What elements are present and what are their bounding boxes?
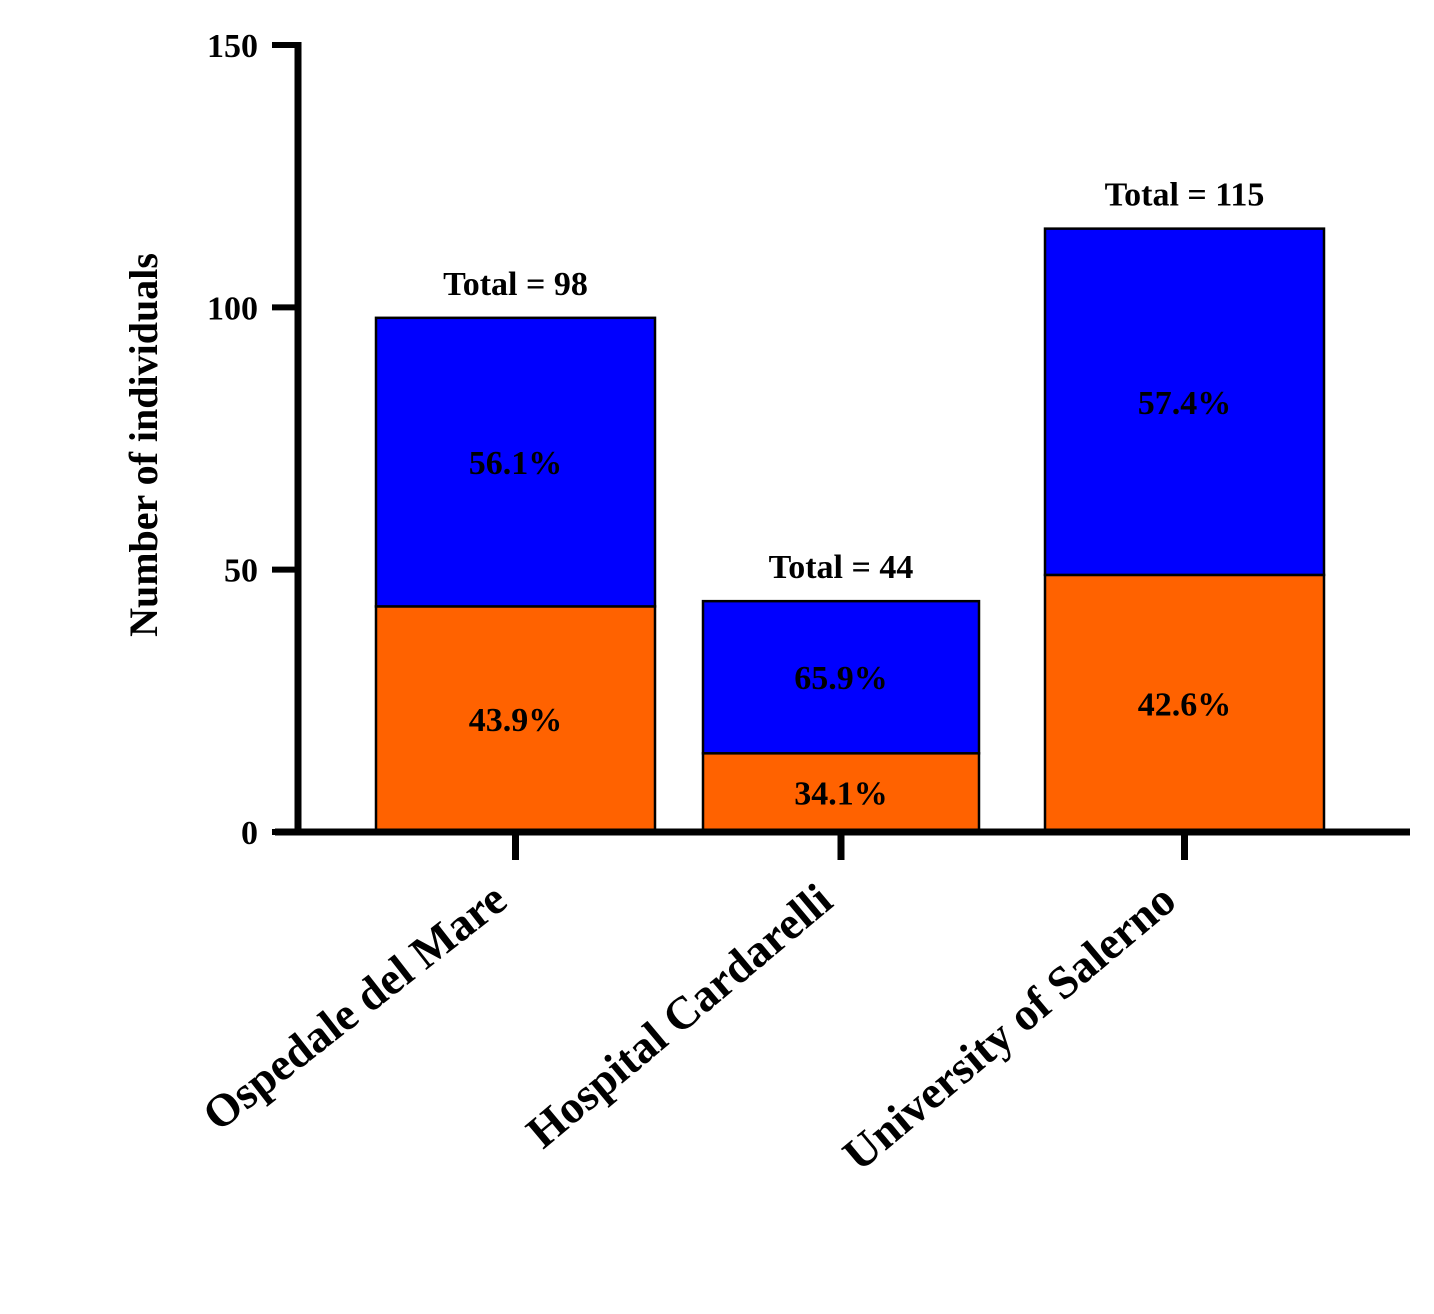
bars-layer: [374, 227, 1326, 834]
category-label-2: University of Salerno: [833, 874, 1185, 1181]
bar-segment-0-0: [374, 605, 657, 834]
total-label-2: Total = 115: [1105, 177, 1265, 214]
ticks-layer: [272, 42, 1188, 860]
total-label-0: Total = 98: [443, 266, 588, 303]
bar-segment-2-0: [1043, 573, 1326, 834]
y-tick-label-0: 0: [241, 815, 258, 852]
segment-label-1-0: 34.1%: [794, 776, 888, 813]
axes-layer: [275, 42, 1410, 836]
y-axis-title: Number of individuals: [121, 253, 166, 637]
segment-label-2-0: 42.6%: [1138, 686, 1232, 723]
segment-label-1-1: 65.9%: [794, 660, 888, 697]
total-label-1: Total = 44: [769, 549, 914, 586]
segment-label-0-1: 56.1%: [469, 445, 563, 482]
y-tick-label-150: 150: [207, 28, 258, 65]
segment-label-0-0: 43.9%: [469, 702, 563, 739]
segment-label-2-1: 57.4%: [1138, 385, 1232, 422]
y-tick-label-100: 100: [207, 290, 258, 327]
bar-segment-1-1: [701, 599, 981, 755]
y-tick-label-50: 50: [224, 553, 258, 590]
category-label-0: Ospedale del Mare: [193, 873, 516, 1141]
category-label-1: Hospital Cardarelli: [517, 873, 842, 1157]
bar-segment-0-1: [374, 316, 657, 608]
bar-segment-2-1: [1043, 227, 1326, 577]
